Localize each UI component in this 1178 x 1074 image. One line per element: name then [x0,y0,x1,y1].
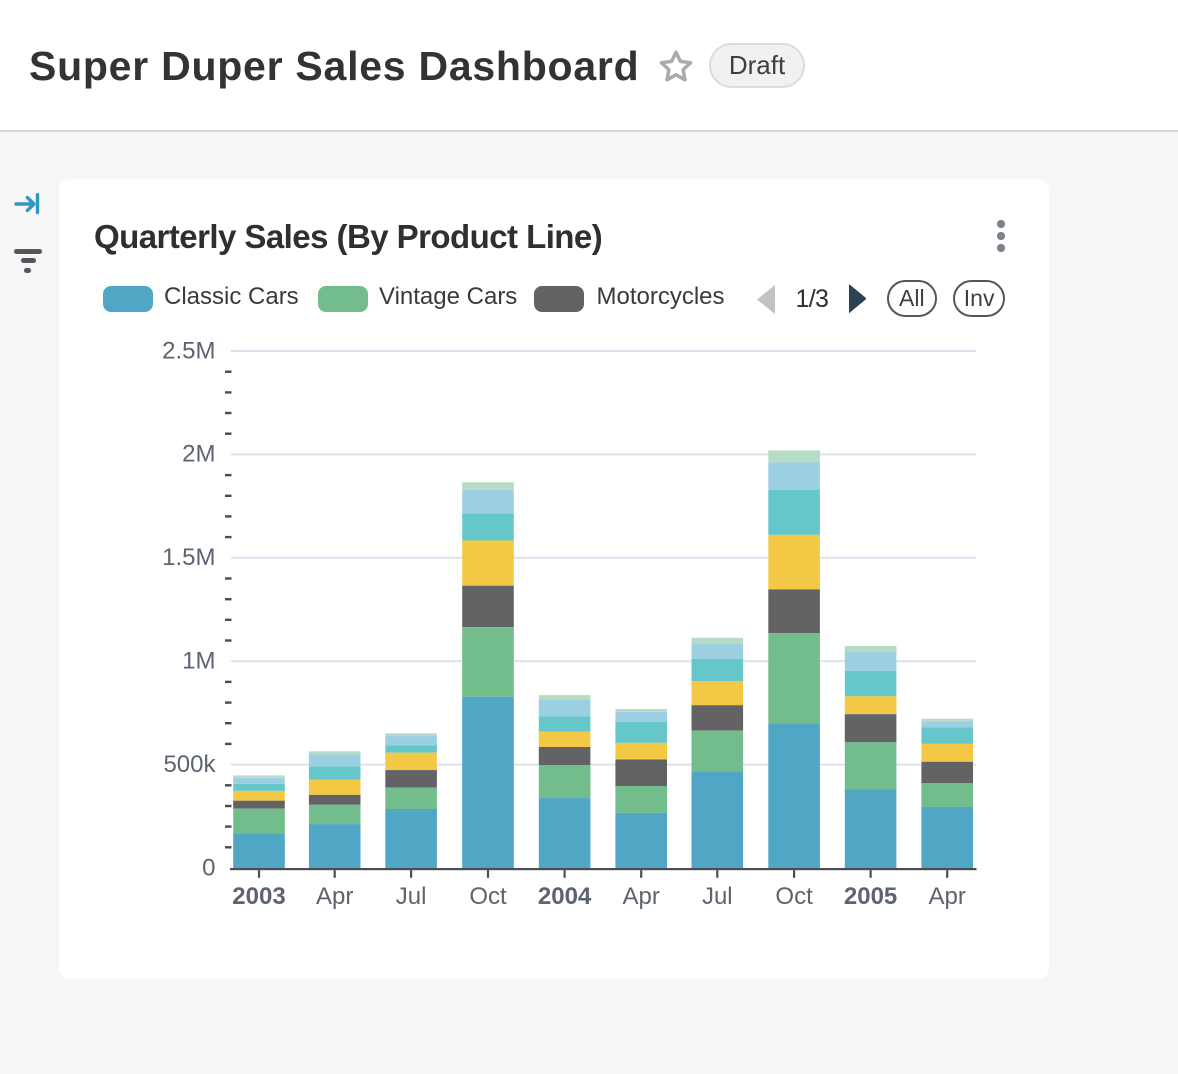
svg-text:1.5M: 1.5M [162,544,215,571]
svg-text:2005: 2005 [844,883,897,910]
svg-text:1M: 1M [182,648,215,675]
svg-text:2003: 2003 [232,883,285,910]
svg-text:2004: 2004 [538,883,592,910]
svg-text:Oct: Oct [775,883,813,910]
svg-text:Jul: Jul [396,883,427,910]
svg-text:0: 0 [202,854,215,881]
svg-text:2.5M: 2.5M [162,337,215,364]
svg-text:2M: 2M [182,441,215,468]
svg-text:Oct: Oct [469,883,507,910]
svg-text:Apr: Apr [316,883,353,910]
svg-text:Apr: Apr [623,883,660,910]
svg-text:Apr: Apr [929,883,966,910]
svg-text:Jul: Jul [702,883,733,910]
svg-text:500k: 500k [163,751,216,778]
